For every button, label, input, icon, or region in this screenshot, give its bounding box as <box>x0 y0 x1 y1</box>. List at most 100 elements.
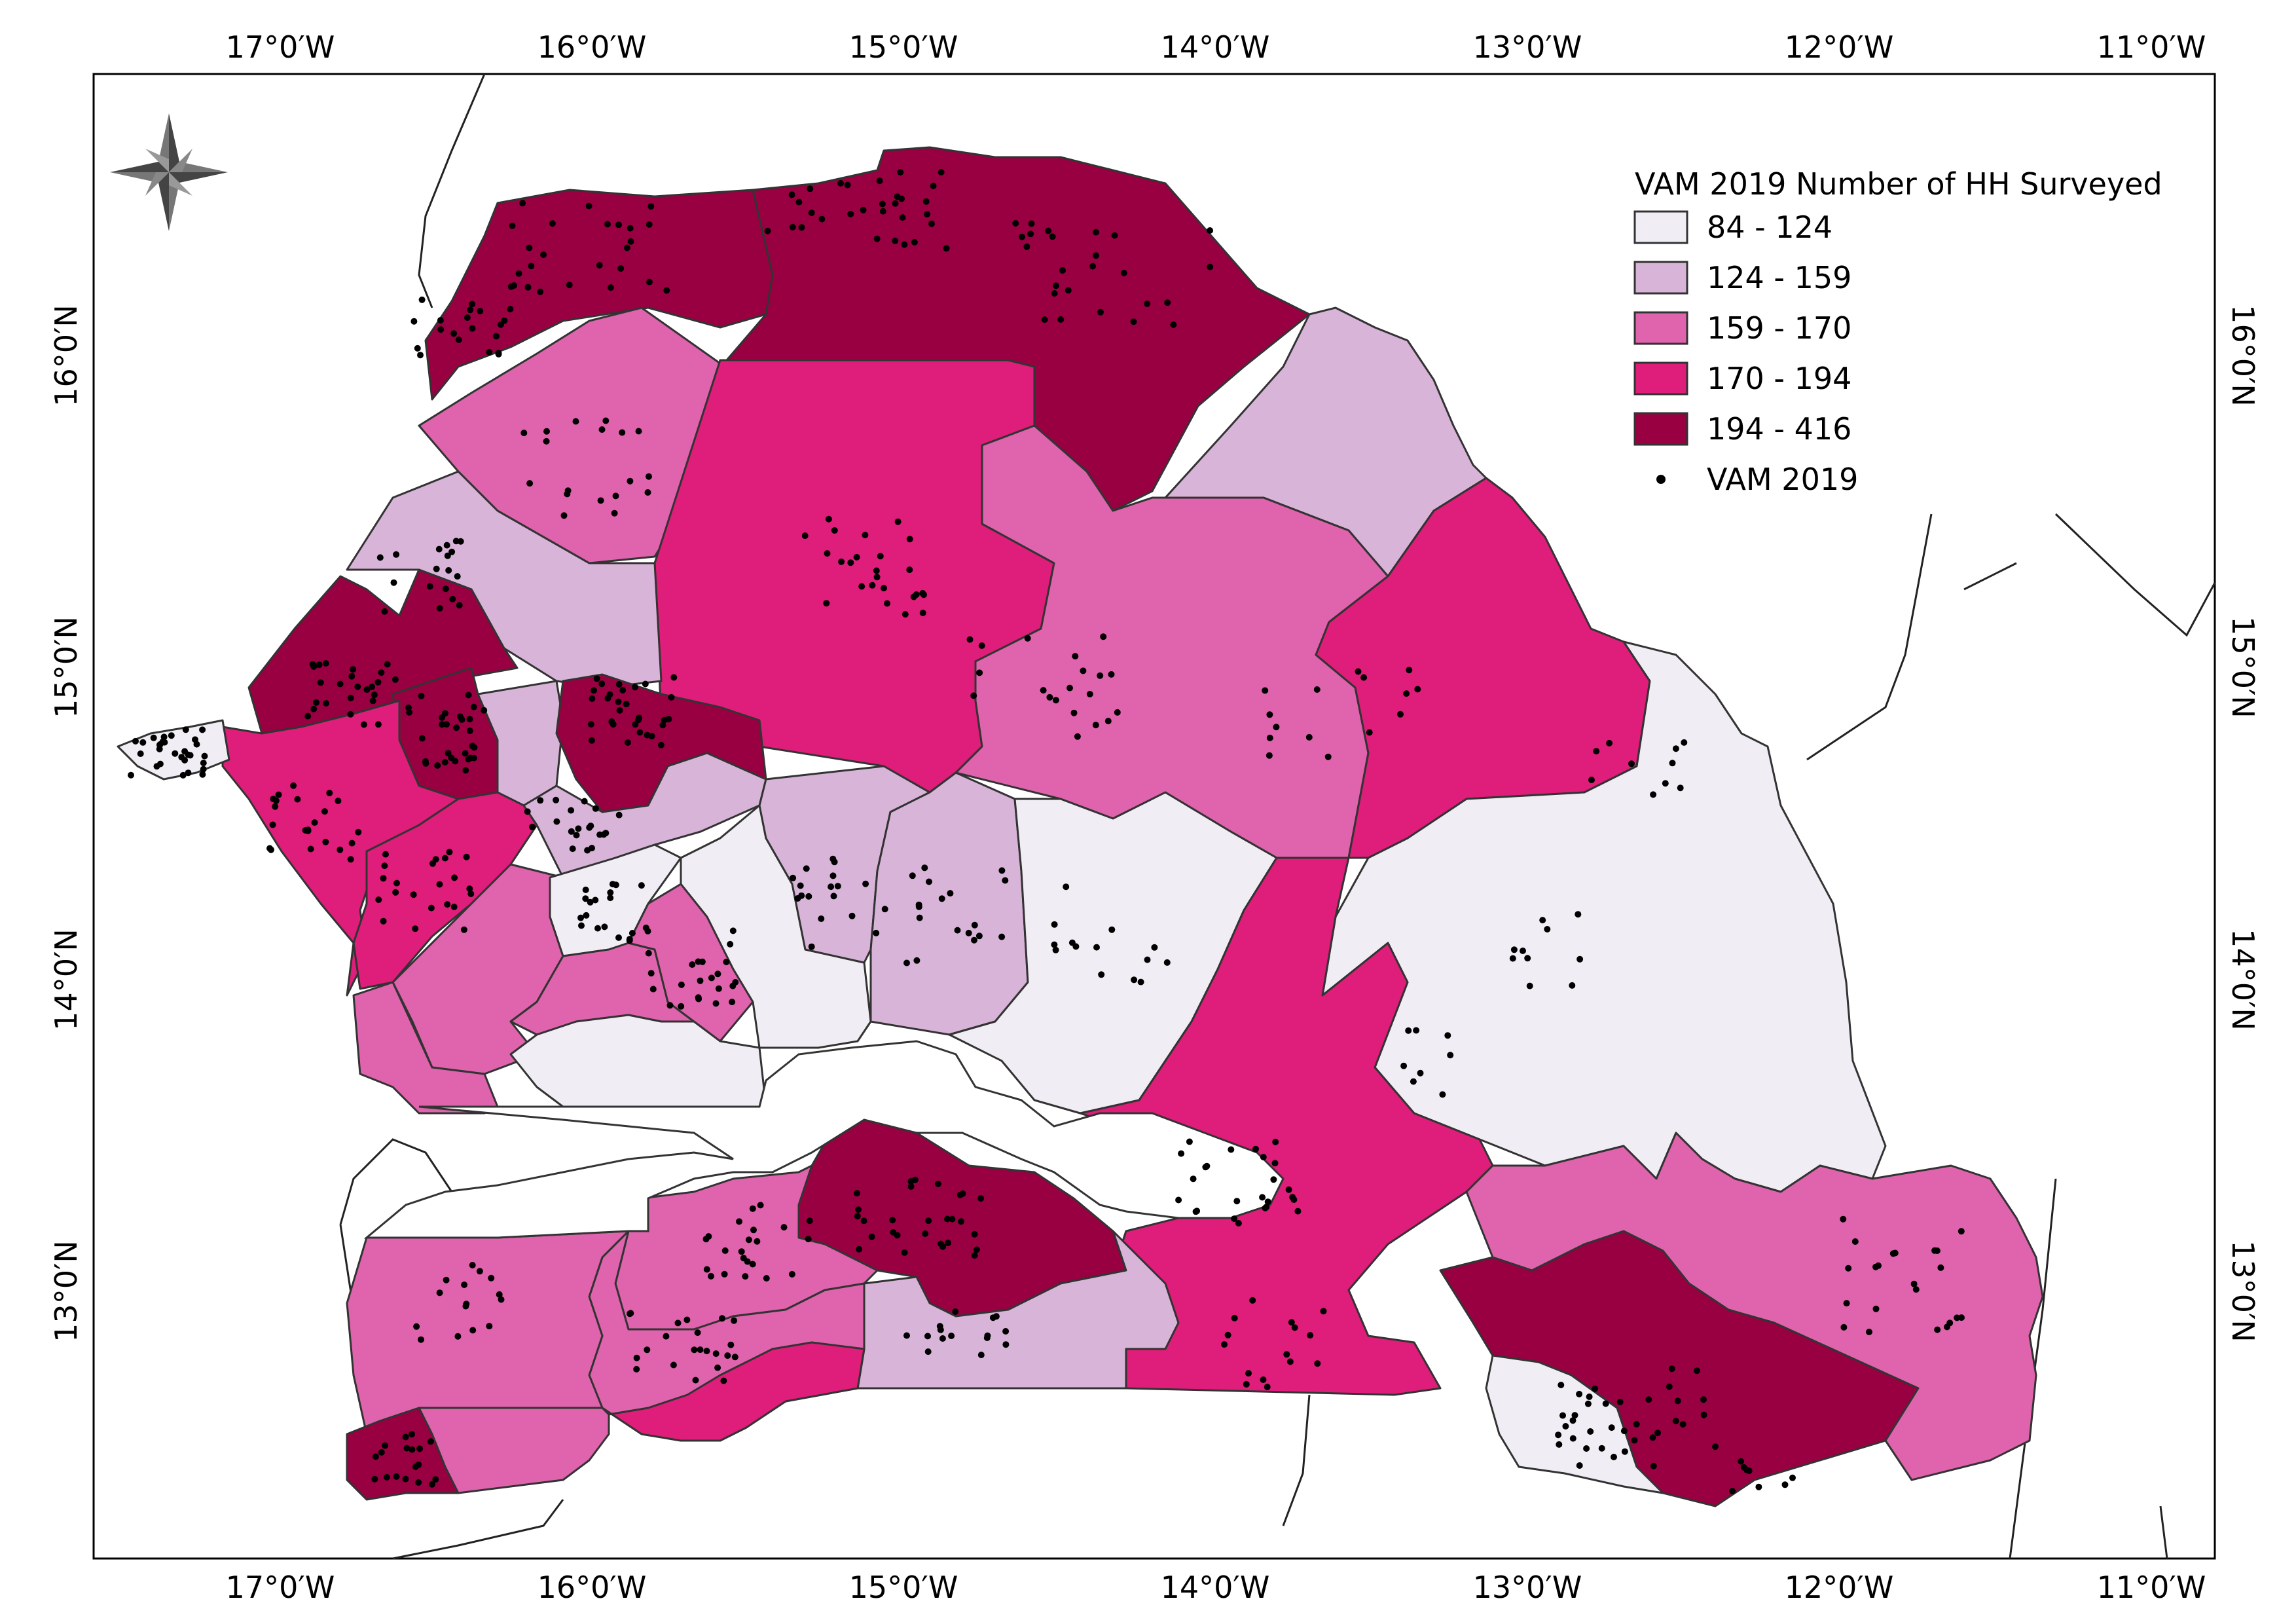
survey-point <box>801 532 809 540</box>
survey-point <box>697 977 704 984</box>
survey-point <box>1235 1220 1242 1227</box>
survey-point <box>507 306 514 312</box>
survey-point <box>1631 1437 1638 1444</box>
survey-point <box>1608 1424 1615 1431</box>
survey-point <box>702 1236 710 1243</box>
survey-point <box>1049 233 1056 240</box>
survey-point <box>723 959 730 965</box>
survey-point <box>1089 263 1097 270</box>
survey-point <box>721 1247 729 1254</box>
survey-point <box>294 796 301 803</box>
survey-point <box>501 317 508 324</box>
lon-tick-label: 14°0′W <box>1161 1570 1270 1605</box>
survey-point <box>1228 1146 1235 1153</box>
survey-point <box>384 661 391 668</box>
survey-point <box>1912 1286 1920 1293</box>
survey-point <box>911 238 918 246</box>
survey-point <box>648 733 655 740</box>
survey-point <box>1041 316 1048 323</box>
survey-point <box>498 1296 505 1303</box>
survey-point <box>848 912 856 919</box>
survey-point <box>453 724 460 731</box>
survey-point <box>1958 1314 1965 1321</box>
survey-point <box>583 912 590 919</box>
survey-point <box>1291 1324 1298 1331</box>
survey-point <box>925 1217 932 1225</box>
survey-point <box>469 1327 477 1334</box>
survey-point <box>455 336 462 343</box>
survey-point <box>627 238 634 245</box>
survey-point <box>1108 671 1115 678</box>
survey-point <box>1620 1428 1628 1435</box>
survey-point <box>952 1308 959 1315</box>
survey-point <box>638 882 645 889</box>
survey-point <box>418 692 425 699</box>
survey-point <box>1131 976 1138 984</box>
survey-point <box>805 893 812 900</box>
survey-point <box>469 301 476 308</box>
survey-point <box>457 538 464 545</box>
survey-point <box>436 604 443 612</box>
survey-point <box>1028 220 1035 227</box>
survey-point <box>1559 1412 1566 1419</box>
survey-point <box>1093 252 1099 259</box>
survey-point <box>824 550 831 557</box>
survey-point <box>627 1310 633 1318</box>
survey-point <box>350 666 357 673</box>
survey-point <box>612 492 619 500</box>
survey-point <box>611 509 618 517</box>
survey-point <box>1070 709 1078 716</box>
survey-point <box>1592 1385 1599 1392</box>
survey-point <box>201 752 208 760</box>
survey-point <box>617 265 625 272</box>
survey-point <box>873 929 880 936</box>
survey-point <box>199 771 206 778</box>
survey-point <box>1866 1329 1872 1335</box>
survey-point <box>790 874 797 881</box>
district-kaffrine <box>758 765 931 964</box>
survey-point <box>1252 1145 1259 1153</box>
survey-point <box>692 1376 699 1384</box>
survey-point <box>1260 1154 1267 1160</box>
survey-point <box>1264 1384 1271 1390</box>
legend-label: 194 - 416 <box>1707 411 1851 447</box>
survey-point <box>380 917 387 925</box>
survey-point <box>699 958 706 965</box>
survey-point <box>450 330 458 337</box>
survey-point <box>965 929 972 936</box>
survey-point <box>469 743 476 749</box>
survey-point <box>588 737 595 744</box>
survey-point <box>187 752 194 759</box>
survey-point <box>587 898 594 906</box>
legend-label: 84 - 124 <box>1707 210 1832 245</box>
lon-tick-label: 12°0′W <box>1785 29 1894 65</box>
survey-point <box>890 1228 897 1236</box>
survey-point <box>1729 1488 1736 1494</box>
survey-point <box>1583 1445 1590 1452</box>
survey-point <box>393 551 400 558</box>
survey-point <box>1285 1186 1292 1193</box>
survey-point <box>434 762 441 769</box>
survey-point <box>1417 1069 1424 1077</box>
survey-point <box>615 934 622 941</box>
survey-point <box>462 750 469 757</box>
survey-point <box>511 282 517 289</box>
survey-point <box>139 739 147 746</box>
survey-point <box>607 895 614 902</box>
survey-point <box>454 1333 462 1340</box>
survey-point <box>374 678 382 686</box>
survey-point <box>943 1215 951 1223</box>
survey-point <box>977 1195 985 1202</box>
survey-point <box>879 208 886 215</box>
survey-point <box>903 1332 910 1339</box>
lon-tick-label: 13°0′W <box>1473 1570 1582 1605</box>
survey-point <box>727 940 734 948</box>
survey-point <box>347 710 354 718</box>
survey-point <box>670 674 678 681</box>
survey-point <box>921 864 928 872</box>
survey-point <box>1207 263 1214 270</box>
survey-point <box>764 227 771 234</box>
survey-point <box>736 1218 742 1225</box>
survey-point <box>1645 1396 1652 1403</box>
survey-point <box>724 1352 731 1359</box>
